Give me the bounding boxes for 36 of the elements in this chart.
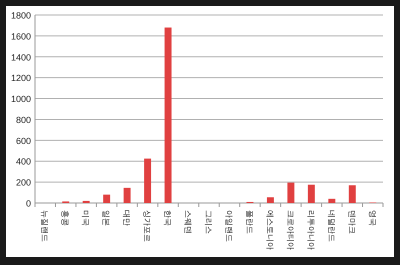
x-tick-label: 그리스 xyxy=(204,210,213,234)
bar xyxy=(308,184,315,203)
x-tick-label: 싱가포르 xyxy=(142,210,152,242)
x-tick-label: 에스토니아 xyxy=(265,210,274,250)
bar xyxy=(103,194,110,203)
x-tick-label: 크로아티아 xyxy=(286,210,295,250)
y-tick-label: 800 xyxy=(16,114,31,125)
x-tick-label: 네덜란드 xyxy=(326,210,336,242)
x-tick-label: 폴란드 xyxy=(244,210,254,234)
x-tick-label: 미국 xyxy=(81,210,90,226)
y-tick-label: 1200 xyxy=(10,73,31,84)
bar xyxy=(348,185,356,203)
y-tick-label: 1800 xyxy=(10,10,31,20)
y-tick-label: 1000 xyxy=(10,94,31,104)
y-tick-label: 600 xyxy=(16,136,31,146)
x-tick-label: 한국 xyxy=(163,210,172,226)
x-tick-label: 대만 xyxy=(122,210,132,226)
y-tick-label: 0 xyxy=(26,198,31,208)
y-tick-label: 200 xyxy=(16,178,31,188)
y-tick-label: 1400 xyxy=(10,52,31,62)
bar xyxy=(124,188,131,203)
bar xyxy=(144,158,152,203)
x-tick-label: 덴마크 xyxy=(347,210,356,234)
x-tick-label: 아일랜드 xyxy=(224,210,234,242)
bar xyxy=(164,28,172,203)
x-tick-label: 스웨덴 xyxy=(184,210,193,234)
x-tick-label: 영국 xyxy=(368,210,377,226)
x-tick-label: 일본 xyxy=(102,210,111,226)
bar xyxy=(287,182,294,203)
x-tick-label: 홍콩 xyxy=(60,210,70,226)
x-tick-label: 뉴질랜드 xyxy=(40,210,50,242)
bar xyxy=(328,198,336,203)
y-tick-label: 400 xyxy=(16,156,31,167)
y-tick-label: 1600 xyxy=(10,31,31,42)
bar xyxy=(266,197,274,203)
x-tick-label: 리투아니아 xyxy=(306,210,316,250)
